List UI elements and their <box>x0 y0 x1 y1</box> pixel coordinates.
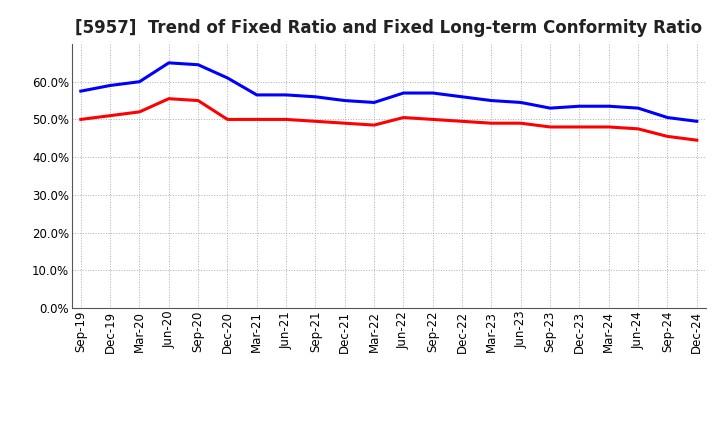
Fixed Ratio <box>76 88 85 94</box>
Fixed Long-term Conformity Ratio <box>487 121 496 126</box>
Fixed Long-term Conformity Ratio <box>458 119 467 124</box>
Fixed Ratio <box>575 103 584 109</box>
Fixed Long-term Conformity Ratio <box>311 119 320 124</box>
Fixed Ratio <box>282 92 290 98</box>
Fixed Long-term Conformity Ratio <box>223 117 232 122</box>
Fixed Ratio <box>516 100 525 105</box>
Fixed Ratio <box>253 92 261 98</box>
Fixed Ratio <box>487 98 496 103</box>
Fixed Ratio <box>106 83 114 88</box>
Fixed Ratio <box>164 60 173 66</box>
Fixed Long-term Conformity Ratio <box>399 115 408 120</box>
Fixed Long-term Conformity Ratio <box>663 134 672 139</box>
Fixed Ratio <box>458 94 467 99</box>
Fixed Long-term Conformity Ratio <box>164 96 173 101</box>
Fixed Ratio <box>194 62 202 67</box>
Fixed Ratio <box>135 79 144 84</box>
Fixed Long-term Conformity Ratio <box>135 109 144 114</box>
Fixed Long-term Conformity Ratio <box>546 125 554 130</box>
Fixed Ratio <box>428 90 437 95</box>
Fixed Ratio <box>311 94 320 99</box>
Fixed Long-term Conformity Ratio <box>194 98 202 103</box>
Line: Fixed Ratio: Fixed Ratio <box>81 63 697 121</box>
Fixed Ratio <box>546 106 554 111</box>
Fixed Long-term Conformity Ratio <box>253 117 261 122</box>
Fixed Ratio <box>370 100 379 105</box>
Fixed Long-term Conformity Ratio <box>575 125 584 130</box>
Fixed Ratio <box>399 90 408 95</box>
Fixed Ratio <box>634 106 642 111</box>
Fixed Long-term Conformity Ratio <box>516 121 525 126</box>
Fixed Ratio <box>223 75 232 81</box>
Fixed Long-term Conformity Ratio <box>341 121 349 126</box>
Title: [5957]  Trend of Fixed Ratio and Fixed Long-term Conformity Ratio: [5957] Trend of Fixed Ratio and Fixed Lo… <box>75 19 703 37</box>
Line: Fixed Long-term Conformity Ratio: Fixed Long-term Conformity Ratio <box>81 99 697 140</box>
Fixed Long-term Conformity Ratio <box>693 138 701 143</box>
Fixed Ratio <box>341 98 349 103</box>
Fixed Long-term Conformity Ratio <box>76 117 85 122</box>
Fixed Ratio <box>693 119 701 124</box>
Fixed Long-term Conformity Ratio <box>428 117 437 122</box>
Fixed Long-term Conformity Ratio <box>634 126 642 132</box>
Fixed Ratio <box>663 115 672 120</box>
Fixed Long-term Conformity Ratio <box>106 113 114 118</box>
Fixed Long-term Conformity Ratio <box>282 117 290 122</box>
Fixed Long-term Conformity Ratio <box>605 125 613 130</box>
Fixed Ratio <box>605 103 613 109</box>
Fixed Long-term Conformity Ratio <box>370 122 379 128</box>
